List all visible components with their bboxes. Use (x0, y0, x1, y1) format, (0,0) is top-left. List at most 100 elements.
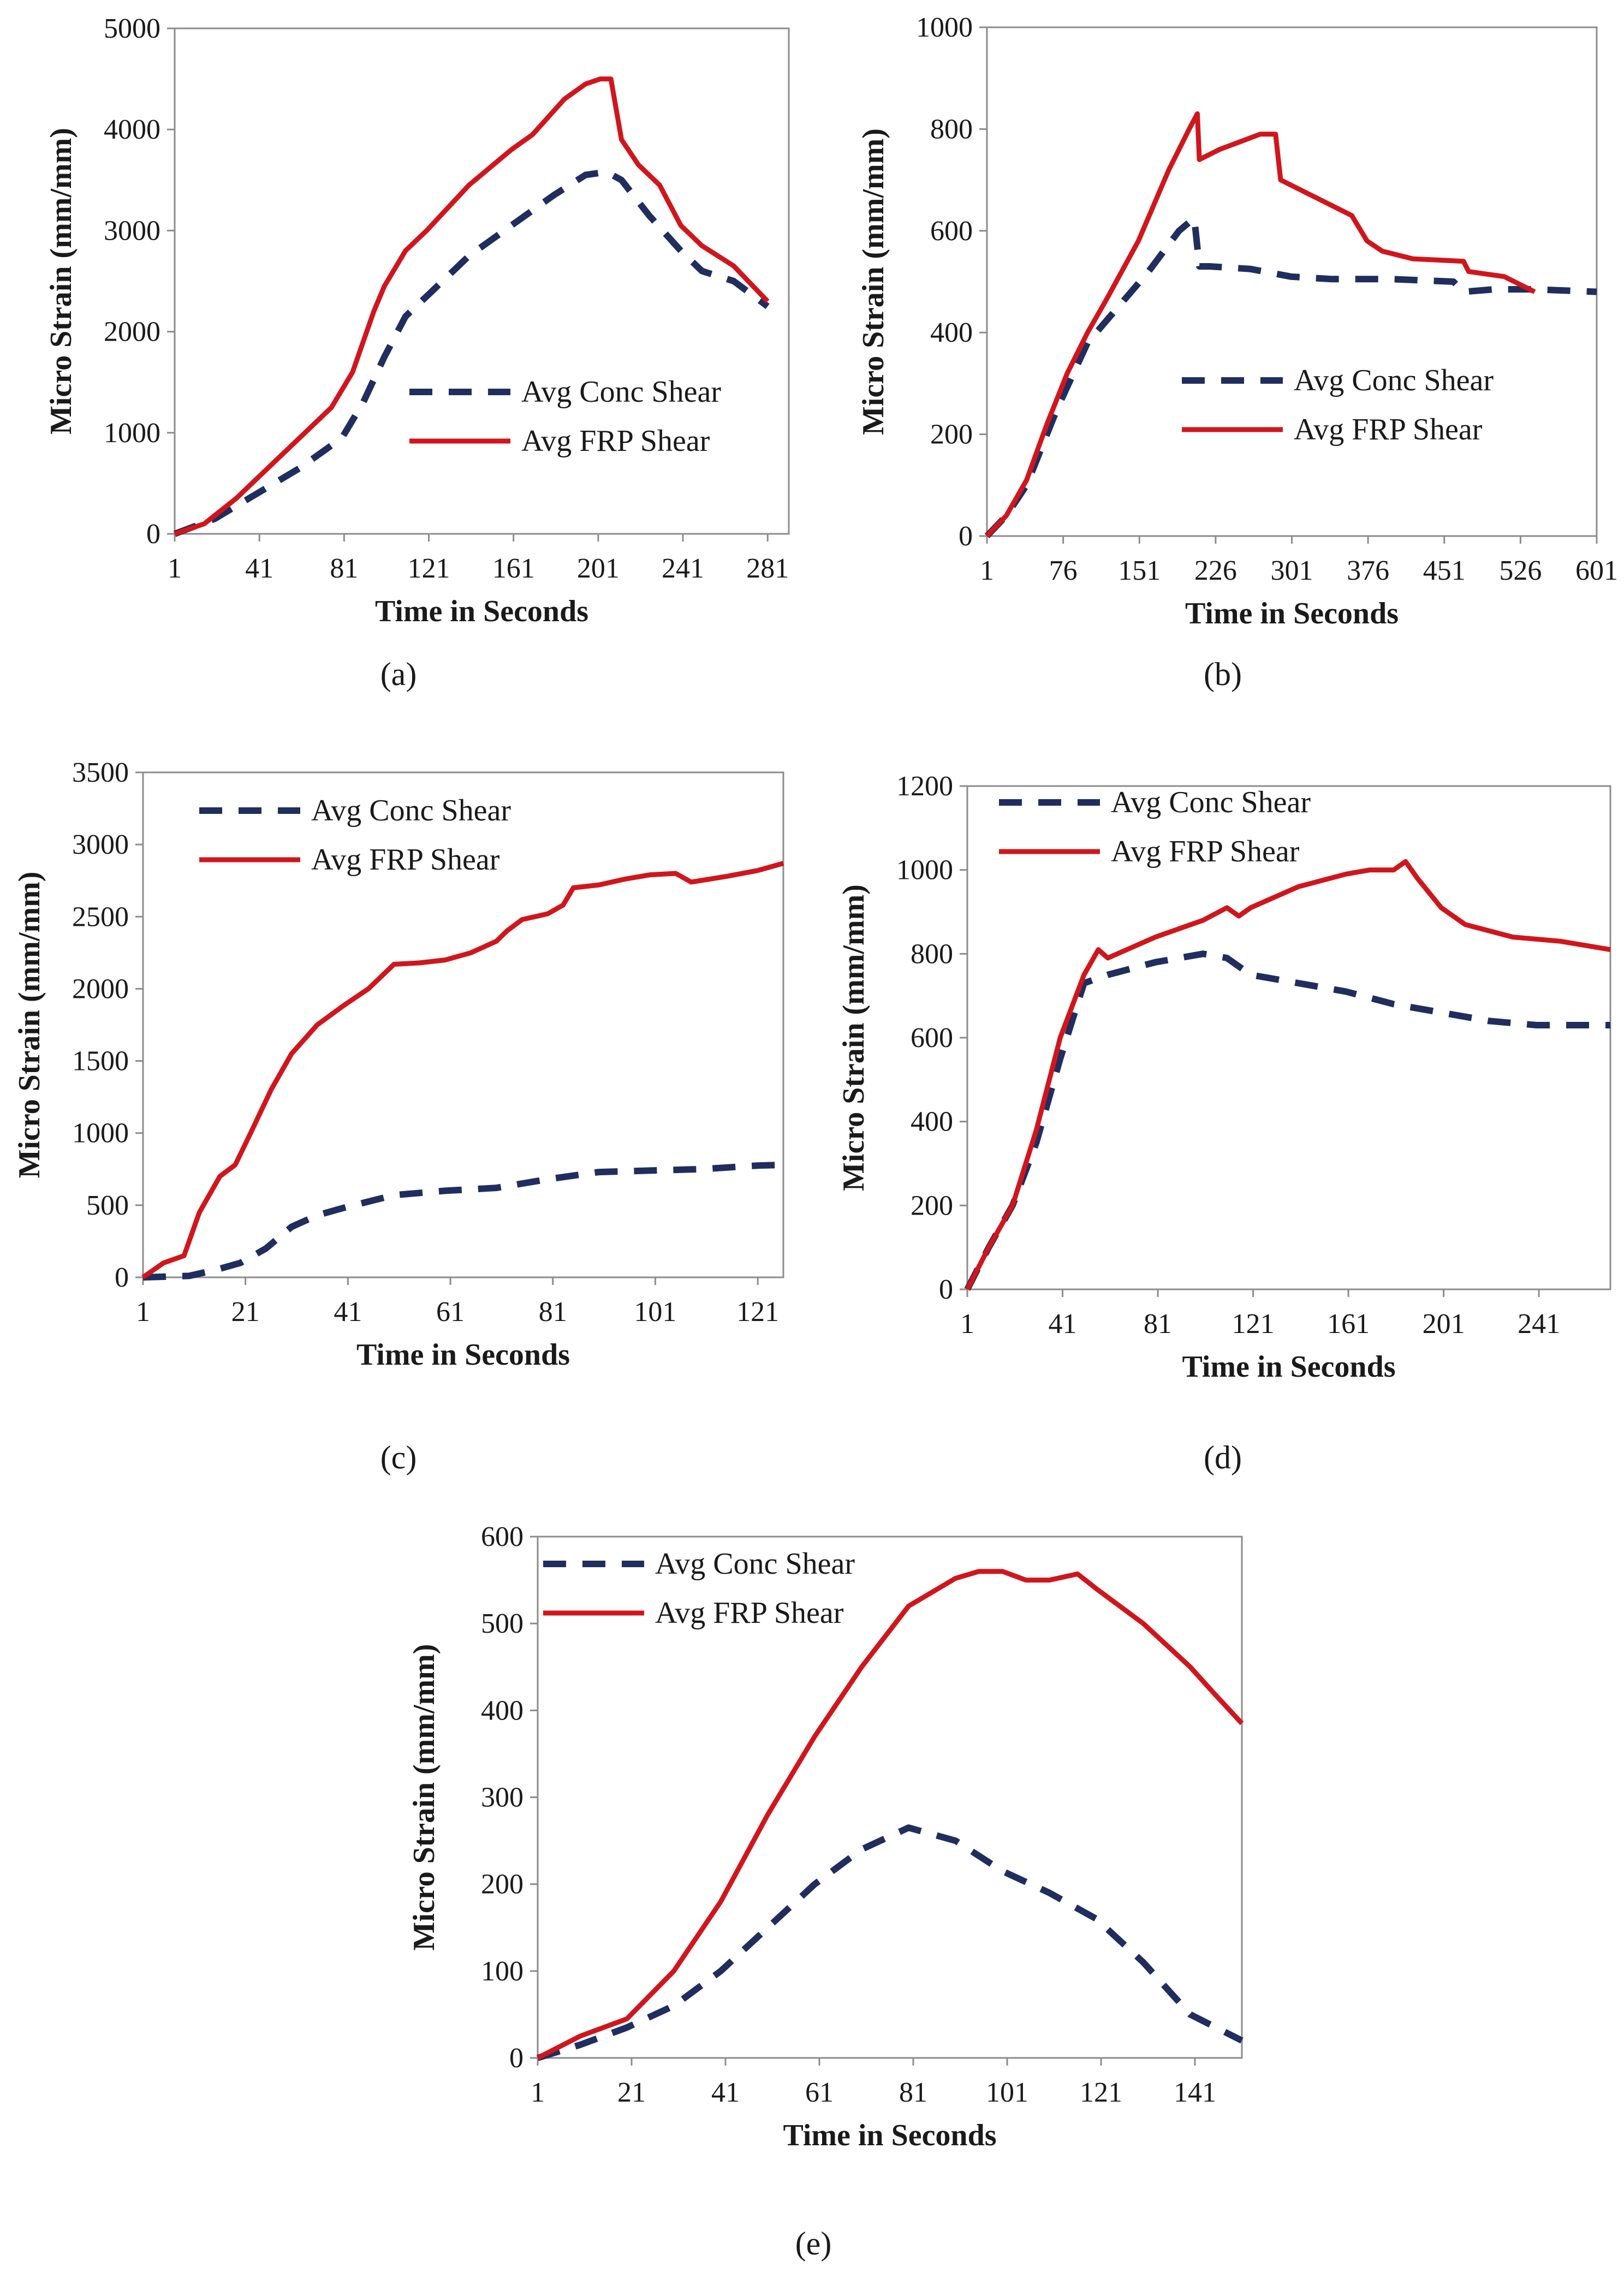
y-tick-label: 3000 (104, 215, 160, 246)
y-tick-label: 4000 (104, 114, 160, 145)
y-tick-label: 200 (481, 1869, 524, 1900)
legend-label: Avg FRP Shear (521, 424, 710, 458)
y-tick-label: 200 (930, 419, 973, 450)
x-tick-label: 226 (1194, 555, 1237, 586)
legend-label: Avg Conc Shear (1294, 364, 1494, 397)
x-tick-label: 41 (334, 1296, 362, 1328)
legend-label: Avg FRP Shear (1111, 835, 1300, 868)
x-tick-label: 241 (662, 553, 704, 584)
legend-label: Avg FRP Shear (655, 1596, 844, 1630)
x-tick-label: 151 (1118, 555, 1161, 586)
x-tick-label: 281 (746, 553, 789, 584)
series-line-conc-shear (537, 1824, 1244, 2061)
y-axis-title: Micro Strain (mm/mm) (407, 1644, 441, 1951)
y-tick-label: 1000 (104, 418, 160, 449)
x-tick-label: 61 (436, 1296, 465, 1328)
x-tick-label: 1 (168, 553, 182, 584)
chart-a: 0 1000 2000 3000 4000 5000 1 41 81 121 161 201 241 28… (44, 13, 790, 692)
x-tick-label: 601 (1575, 555, 1618, 586)
y-tick-label: 400 (930, 317, 973, 348)
x-tick-label: 526 (1499, 555, 1542, 586)
series-line-frp-shear (141, 861, 784, 1280)
x-tick-label: 1 (136, 1296, 150, 1328)
y-tick-label: 100 (481, 1956, 524, 1987)
y-tick-label: 1500 (72, 1046, 129, 1077)
x-tick-label: 21 (617, 2077, 646, 2108)
y-tick-label: 1000 (916, 12, 973, 43)
y-tick-label: 500 (481, 1608, 524, 1639)
y-tick-label: 1200 (896, 771, 953, 802)
x-tick-label: 376 (1347, 555, 1389, 586)
series-line-conc-shear (173, 169, 770, 537)
plot-frame (142, 771, 784, 1278)
y-tick-label: 5000 (104, 13, 160, 44)
x-tick-label: 81 (330, 553, 358, 584)
x-tick-label: 101 (634, 1296, 676, 1328)
legend-label: Avg FRP Shear (311, 843, 500, 877)
x-tick-label: 41 (711, 2077, 740, 2108)
legend-label: Avg Conc Shear (521, 375, 721, 409)
series-line-conc-shear (142, 1161, 784, 1281)
x-tick-label: 81 (539, 1296, 567, 1328)
series-line-conc-shear (984, 215, 1597, 539)
y-tick-label: 300 (481, 1782, 524, 1813)
x-tick-label: 161 (1327, 1308, 1370, 1340)
plot-frame (174, 27, 790, 535)
series-line-frp-shear (536, 1569, 1244, 2061)
y-axis-title: Micro Strain (mm/mm) (13, 872, 46, 1179)
y-axis-title: Micro Strain (mm/mm) (837, 884, 871, 1191)
panel-caption: (a) (380, 656, 417, 692)
y-tick-label: 3500 (72, 757, 129, 788)
x-tick-label: 121 (408, 553, 450, 584)
x-tick-label: 81 (899, 2077, 927, 2108)
x-tick-label: 141 (1174, 2077, 1216, 2108)
x-tick-label: 81 (1144, 1308, 1172, 1340)
x-tick-label: 201 (577, 553, 620, 584)
y-tick-label: 1000 (896, 855, 953, 886)
y-tick-label: 0 (146, 519, 160, 550)
panel-caption: (c) (380, 1439, 417, 1475)
y-tick-label: 200 (911, 1190, 953, 1221)
series-line-frp-shear (965, 859, 1611, 1291)
chart-b: 0 200 400 600 800 1000 1 76 151 226 301 376 451 526 60… (856, 12, 1618, 692)
y-axis-title: Micro Strain (mm/mm) (856, 128, 890, 435)
x-tick-label: 76 (1049, 555, 1078, 586)
y-tick-label: 500 (86, 1190, 129, 1221)
x-tick-label: 121 (736, 1296, 779, 1328)
legend-label: Avg Conc Shear (311, 794, 511, 828)
y-tick-label: 2000 (72, 973, 129, 1004)
legend-label: Avg Conc Shear (655, 1547, 855, 1581)
x-tick-label: 301 (1271, 555, 1313, 586)
chart-d: 0 200 400 600 800 1000 1200 1 41 81 121 161 201 241 Ti… (837, 771, 1611, 1475)
y-tick-label: 400 (911, 1106, 953, 1138)
series-line-conc-shear (964, 950, 1610, 1291)
x-tick-label: 41 (245, 553, 273, 584)
panel-caption: (b) (1204, 656, 1242, 692)
legend-label: Avg Conc Shear (1111, 786, 1311, 819)
panel-caption: (e) (795, 2226, 832, 2262)
panel-caption: (d) (1204, 1439, 1242, 1475)
x-tick-label: 121 (1080, 2077, 1122, 2108)
x-tick-label: 451 (1423, 555, 1466, 586)
x-tick-label: 1 (960, 1308, 974, 1340)
x-axis-title: Time in Seconds (1182, 1350, 1395, 1384)
x-tick-label: 21 (231, 1296, 260, 1328)
y-axis-title: Micro Strain (mm/mm) (44, 128, 78, 435)
y-tick-label: 0 (939, 1274, 953, 1305)
y-tick-label: 800 (930, 114, 973, 145)
x-tick-label: 101 (986, 2077, 1028, 2108)
x-tick-label: 161 (492, 553, 535, 584)
y-tick-label: 2500 (72, 901, 129, 932)
y-tick-label: 3000 (72, 829, 129, 860)
y-tick-label: 600 (481, 1521, 524, 1552)
y-tick-label: 2000 (104, 317, 160, 348)
y-tick-label: 0 (509, 2043, 524, 2074)
series-line-frp-shear (174, 76, 770, 537)
x-tick-label: 1 (980, 555, 994, 586)
y-tick-label: 800 (911, 938, 953, 969)
x-axis-title: Time in Seconds (783, 2119, 996, 2152)
x-tick-label: 201 (1423, 1308, 1465, 1340)
